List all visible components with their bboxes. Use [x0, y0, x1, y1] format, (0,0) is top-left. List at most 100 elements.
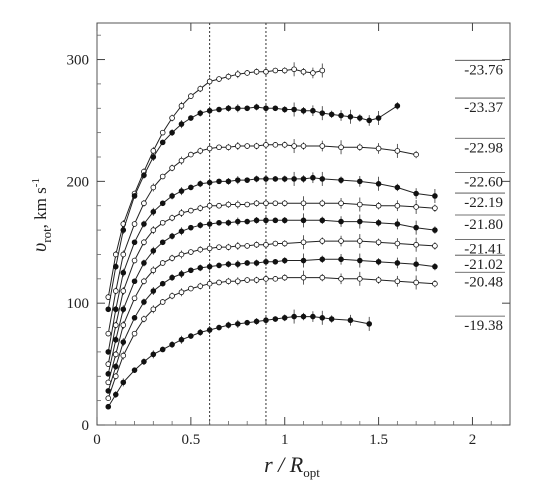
y-tick-label-0: 0 [82, 418, 90, 434]
y-axis-title: υrot, km s-1 [29, 178, 54, 252]
series-9 [105, 309, 373, 410]
series-1-point [300, 107, 307, 114]
series-1-point [105, 306, 112, 313]
series-1-point [347, 114, 354, 120]
series-9-point [347, 317, 354, 324]
series-7-fit-line [107, 258, 435, 392]
series-8-point [216, 279, 222, 286]
y-tick-label-3: 300 [67, 53, 90, 69]
series-4-point [131, 257, 138, 264]
series-9-point [150, 351, 157, 358]
series-9-point [169, 341, 175, 348]
series-6-point [141, 278, 147, 285]
series-4-label: -22.19 [464, 195, 503, 211]
series-6-point [150, 267, 157, 274]
series-4-point [234, 201, 241, 208]
series-9-point [234, 321, 241, 327]
series-8-point [394, 278, 401, 285]
series-8-point [281, 274, 288, 281]
series-2-point [105, 330, 112, 337]
series-6-point [206, 245, 213, 252]
series-9-point [131, 367, 138, 373]
x-tick-label-2: 1 [281, 432, 289, 448]
series-8-point [131, 330, 138, 337]
series-6-point [159, 260, 166, 266]
series-0-point [225, 73, 232, 80]
series-7-point [112, 363, 119, 370]
series-4-point [159, 219, 166, 226]
series-0-point [253, 68, 260, 75]
series-3-point [394, 184, 401, 191]
series-4-point [120, 288, 127, 294]
series-1-point [150, 154, 157, 160]
series-0-point [300, 68, 307, 75]
series-6-point [169, 255, 175, 261]
series-0-point [244, 70, 250, 76]
series-8-point [432, 280, 438, 287]
series-7-point [188, 267, 194, 274]
series-9-point [291, 313, 297, 320]
series-4-point [188, 207, 194, 214]
series-1-point [188, 115, 194, 121]
series-9-point [310, 313, 316, 320]
series-8-point [225, 278, 232, 285]
series-2-point [206, 145, 213, 152]
series-7-point [253, 260, 260, 266]
series-5-point [272, 217, 279, 224]
series-3-point [178, 188, 185, 194]
series-0-point [281, 67, 288, 74]
series-3-point [188, 184, 194, 191]
series-5-point [120, 306, 127, 313]
series-4 [105, 196, 438, 367]
series-4-point [375, 202, 382, 209]
series-1-point [366, 117, 373, 124]
x-axis-title: r / Ropt [264, 452, 320, 480]
series-1-point [234, 105, 241, 112]
series-9-point [159, 346, 166, 353]
series-4-point [413, 204, 419, 210]
series-2-point [131, 221, 138, 227]
series-2-point [178, 157, 185, 164]
y-axis-title-sup: -1 [30, 178, 42, 187]
series-9-point [366, 321, 373, 327]
series-5-point [319, 217, 326, 224]
series-9-point [197, 329, 204, 336]
series-4-point [112, 322, 119, 328]
series-9-point [216, 324, 222, 331]
series-6-point [253, 241, 260, 248]
series-1-point [253, 104, 260, 110]
series-8-point [169, 293, 175, 299]
series-0-point [216, 76, 222, 82]
series-1-point [263, 105, 269, 112]
series-0-label: -23.76 [464, 62, 503, 78]
series-8-point [141, 316, 147, 322]
series-8-point [375, 277, 382, 283]
series-6-point [272, 240, 279, 247]
series-0-point [319, 67, 326, 74]
series-5-point [244, 218, 250, 225]
series-2-point [291, 143, 297, 149]
series-5 [105, 213, 438, 377]
series-5-point [178, 228, 185, 235]
series-6-point [131, 295, 138, 302]
series-5-point [413, 224, 419, 231]
series-1-point [281, 106, 288, 113]
series-4-point [281, 200, 288, 207]
series-1-point [178, 121, 185, 127]
series-1-point [120, 227, 127, 233]
series-6-point [234, 243, 241, 249]
series-8-point [112, 373, 119, 380]
series-2-point [319, 143, 326, 149]
series-9-point [206, 327, 213, 333]
series-0-point [178, 103, 185, 109]
series-8-point [357, 276, 363, 282]
series-3-fit-line [107, 177, 435, 352]
series-7-point [272, 258, 279, 265]
series-7-point [206, 263, 213, 270]
series-2-point [120, 251, 127, 258]
series-7-point [244, 260, 250, 266]
series-2-label: -22.98 [464, 140, 503, 156]
series-1-point [141, 172, 147, 179]
series-8-point [150, 306, 157, 313]
series-8-point [300, 274, 307, 281]
